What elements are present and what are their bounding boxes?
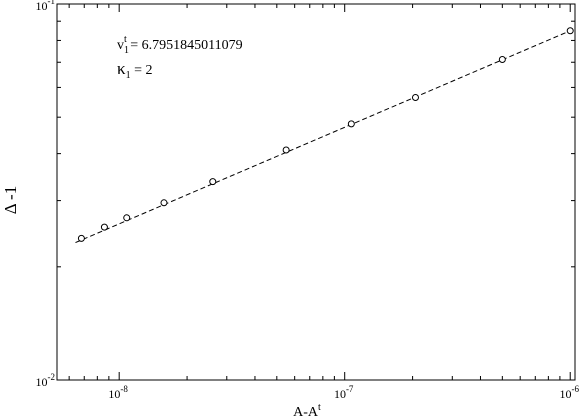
x-tick-label: 10-7 [334,384,354,401]
tick-labels: 10-8 10-7 10-6 10-2 10-1 [36,0,580,401]
y-tick-label: 10-2 [36,372,56,389]
fit-line [75,30,571,244]
axis-ticks [57,3,575,381]
x-axis-label: A-At [293,402,321,418]
data-point [160,199,168,207]
data-point [498,55,506,63]
data-point [347,120,355,128]
data-point [100,223,108,231]
data-point [282,146,290,154]
data-point [77,234,85,242]
y-tick-label: 10-1 [36,0,56,13]
x-tick-label: 10-8 [108,384,128,401]
x-tick-label: 10-6 [559,384,579,401]
data-point [566,27,574,35]
annotation-v1t: v1t = 6.7951845011079 [117,34,243,56]
data-point [209,178,217,186]
annotation-kappa1: κ1 = 2 [117,59,152,81]
data-point [123,214,131,222]
data-points [77,27,574,242]
data-point [411,94,419,102]
plot-frame [56,3,576,381]
y-axis-label: Δ -1 [1,186,20,214]
